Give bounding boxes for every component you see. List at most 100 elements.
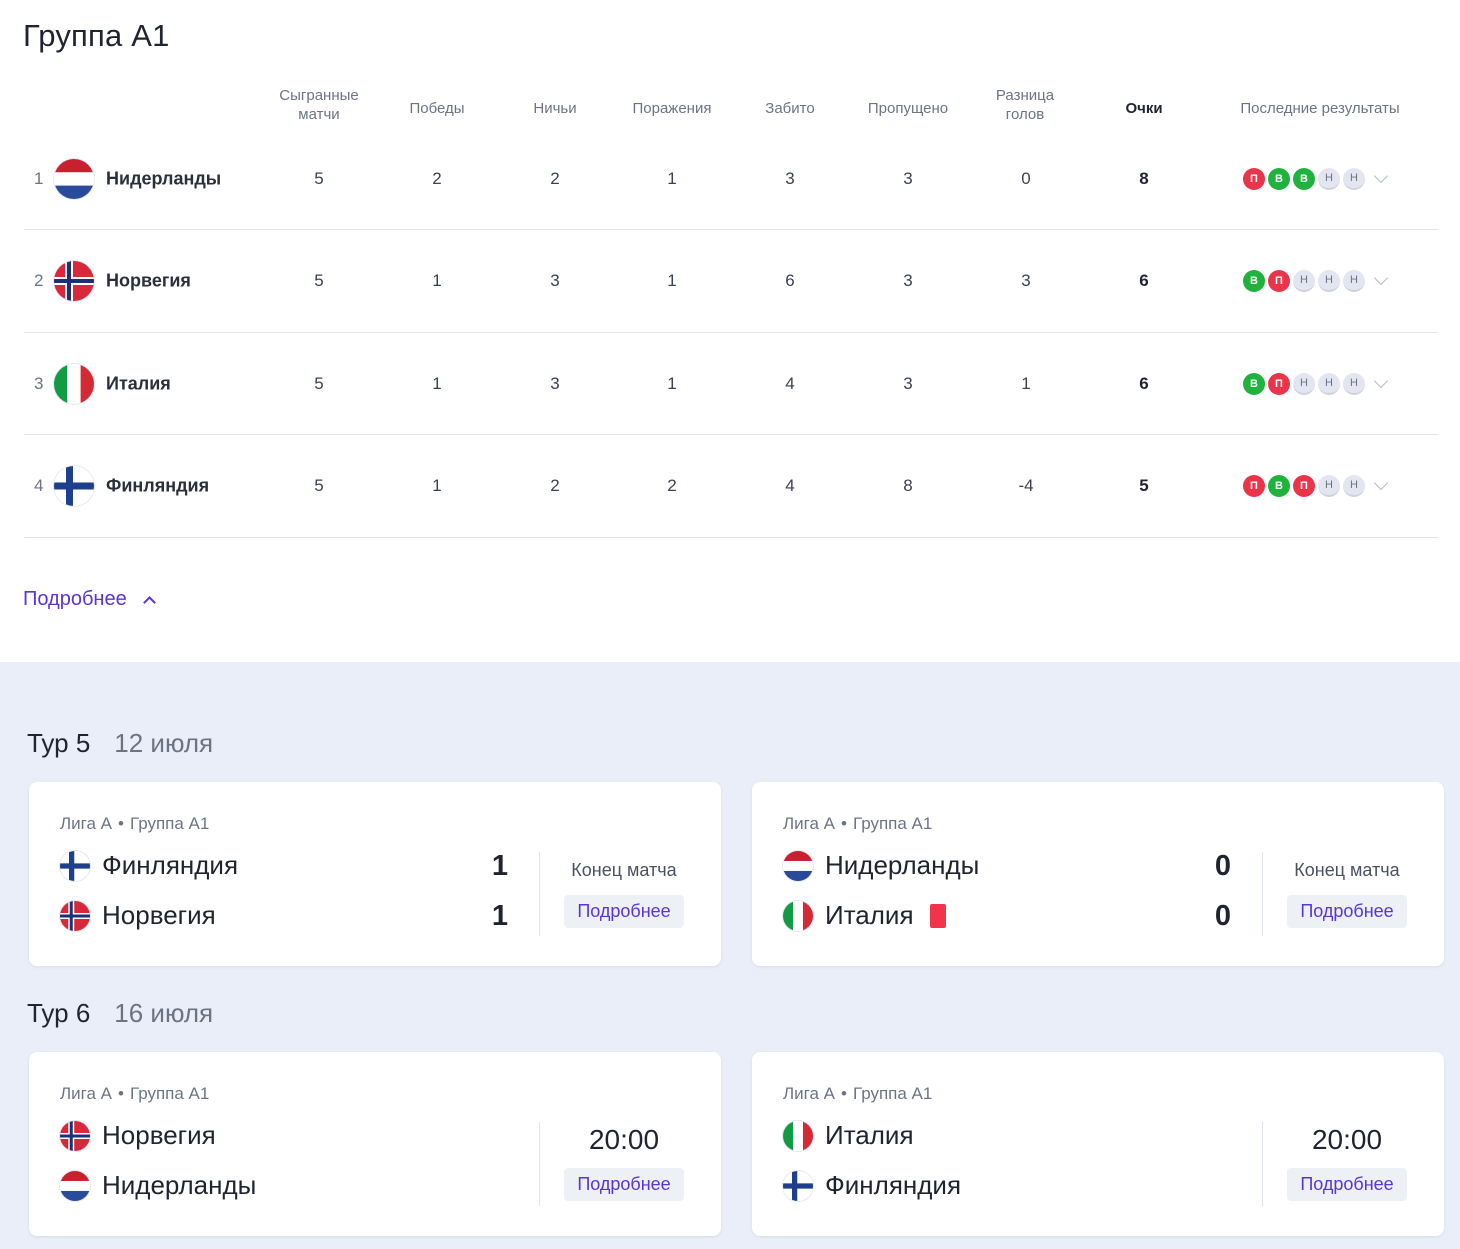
rank: 3 (34, 373, 44, 393)
standings-header: Сыгранные матчи Победы Ничьи Поражения З… (0, 86, 1460, 132)
details-button[interactable]: Подробнее (1287, 895, 1407, 928)
divider (539, 852, 540, 936)
tour-5-heading: Тур 5 12 июля (27, 728, 214, 758)
divider (539, 1122, 540, 1206)
norway-flag-icon (60, 900, 90, 931)
played-value: 5 (314, 476, 324, 495)
points-value: 6 (1139, 373, 1149, 393)
played-value: 5 (314, 373, 324, 393)
col-losses: Поражения (632, 100, 712, 117)
chevron-down-icon[interactable] (1373, 373, 1389, 388)
losses-value: 2 (667, 476, 677, 495)
finland-flag-icon (783, 1170, 813, 1201)
chevron-up-icon (142, 596, 156, 609)
chevron-down-icon[interactable] (1373, 270, 1389, 286)
form-badge: Н (1293, 270, 1315, 292)
away-team: Нидерланды (60, 1170, 256, 1201)
rank: 2 (34, 271, 44, 290)
match-meta: Лига А • Группа А1 (783, 814, 933, 833)
form-badge: П (1293, 475, 1315, 497)
form-badge: П (1268, 270, 1290, 292)
col-scored: Забито (765, 100, 815, 117)
match-status: Конец матча (571, 860, 677, 880)
points-value: 6 (1139, 271, 1149, 290)
standings-row[interactable]: 3 Италия 5 1 3 1 4 3 1 6 В П Н Н Н (24, 333, 1438, 435)
match-meta: Лига А • Группа А1 (60, 1084, 210, 1103)
match-card[interactable]: Лига А • Группа А1 Нидерланды Италия 0 0 Конец … (752, 782, 1444, 966)
form-badge: В (1268, 167, 1290, 190)
diff-value: -4 (1018, 476, 1034, 495)
team-name[interactable]: Нидерланды (106, 168, 222, 188)
scored-value: 3 (785, 168, 795, 188)
norway-flag-icon (54, 261, 94, 301)
conceded-value: 3 (903, 271, 913, 290)
netherlands-flag-icon (783, 850, 813, 881)
red-card-icon (929, 903, 946, 928)
away-score: 0 (1214, 900, 1232, 932)
conceded-value: 3 (903, 168, 913, 188)
standings-row[interactable]: 4 Финляндия 5 1 2 2 4 8 -4 5 П В П Н Н (24, 436, 1438, 538)
details-button[interactable]: Подробнее (1287, 1168, 1407, 1201)
col-played: Сыгранные матчи (279, 87, 359, 123)
standings-section: Группа А1 Сыгранные матчи Победы Ничьи П… (0, 18, 1460, 611)
form-badge: П (1243, 475, 1265, 497)
match-card[interactable]: Лига А • Группа А1 Финляндия Норвегия 1 1 Конец… (29, 782, 721, 966)
team-name[interactable]: Финляндия (106, 475, 210, 496)
scored-value: 6 (785, 271, 795, 290)
played-value: 5 (314, 271, 324, 290)
col-draws: Ничьи (533, 100, 577, 117)
netherlands-flag-icon (54, 158, 94, 199)
kickoff-time: 20:00 (1311, 1124, 1383, 1155)
form-badge: Н (1343, 372, 1365, 395)
team-name[interactable]: Италия (106, 373, 171, 393)
divider (1262, 1122, 1263, 1206)
conceded-value: 8 (903, 476, 913, 495)
form-badge: Н (1343, 167, 1365, 190)
match-card[interactable]: Лига А • Группа А1 Италия Финляндия 20:00 Подр… (752, 1052, 1444, 1236)
chevron-down-icon[interactable] (1373, 475, 1389, 491)
chevron-down-icon[interactable] (1373, 168, 1389, 183)
draws-value: 2 (550, 476, 560, 495)
netherlands-flag-icon (60, 1170, 90, 1201)
wins-value: 1 (432, 271, 442, 290)
away-team: Норвегия (60, 900, 216, 931)
wins-value: 2 (432, 168, 442, 188)
standings-row[interactable]: 2 Норвегия 5 1 3 1 6 3 3 6 В П Н Н Н (24, 231, 1438, 333)
form-badge: В (1293, 167, 1315, 190)
home-team: Италия (783, 1120, 914, 1151)
form-badge: В (1243, 270, 1265, 292)
match-status: Конец матча (1294, 860, 1400, 880)
wins-value: 1 (432, 373, 442, 393)
details-button[interactable]: Подробнее (564, 895, 684, 928)
home-score: 0 (1214, 850, 1232, 882)
diff-value: 0 (1021, 168, 1031, 188)
match-card[interactable]: Лига А • Группа А1 Норвегия Нидерланды 20:00 П… (29, 1052, 721, 1236)
details-button[interactable]: Подробнее (564, 1168, 684, 1201)
finland-flag-icon (54, 466, 94, 506)
form-badge: Н (1318, 270, 1340, 292)
col-points: Очки (1125, 100, 1163, 117)
losses-value: 1 (667, 168, 677, 188)
form-badge: Н (1293, 372, 1315, 395)
rank: 4 (34, 476, 44, 495)
form-badge: Н (1318, 372, 1340, 395)
played-value: 5 (314, 168, 324, 188)
away-team: Финляндия (783, 1170, 961, 1201)
scored-value: 4 (785, 476, 795, 495)
col-conceded: Пропущено (867, 100, 949, 117)
away-score: 1 (491, 900, 509, 932)
fixtures-section: Тур 5 12 июля Лига А • Группа А1 Финляндия Но… (0, 662, 1460, 1249)
home-team: Финляндия (60, 850, 238, 881)
more-details-link[interactable]: Подробнее (23, 588, 156, 611)
standings-row[interactable]: 1 Нидерланды 5 2 2 1 3 3 0 8 П В В Н Н (24, 128, 1438, 230)
diff-value: 1 (1021, 373, 1031, 393)
form-badge: В (1243, 372, 1265, 395)
team-name[interactable]: Норвегия (106, 270, 191, 291)
wins-value: 1 (432, 476, 442, 495)
conceded-value: 3 (903, 373, 913, 393)
form-badge: Н (1318, 167, 1340, 190)
col-form: Последние результаты (1240, 100, 1400, 117)
away-team: Италия (783, 900, 946, 931)
